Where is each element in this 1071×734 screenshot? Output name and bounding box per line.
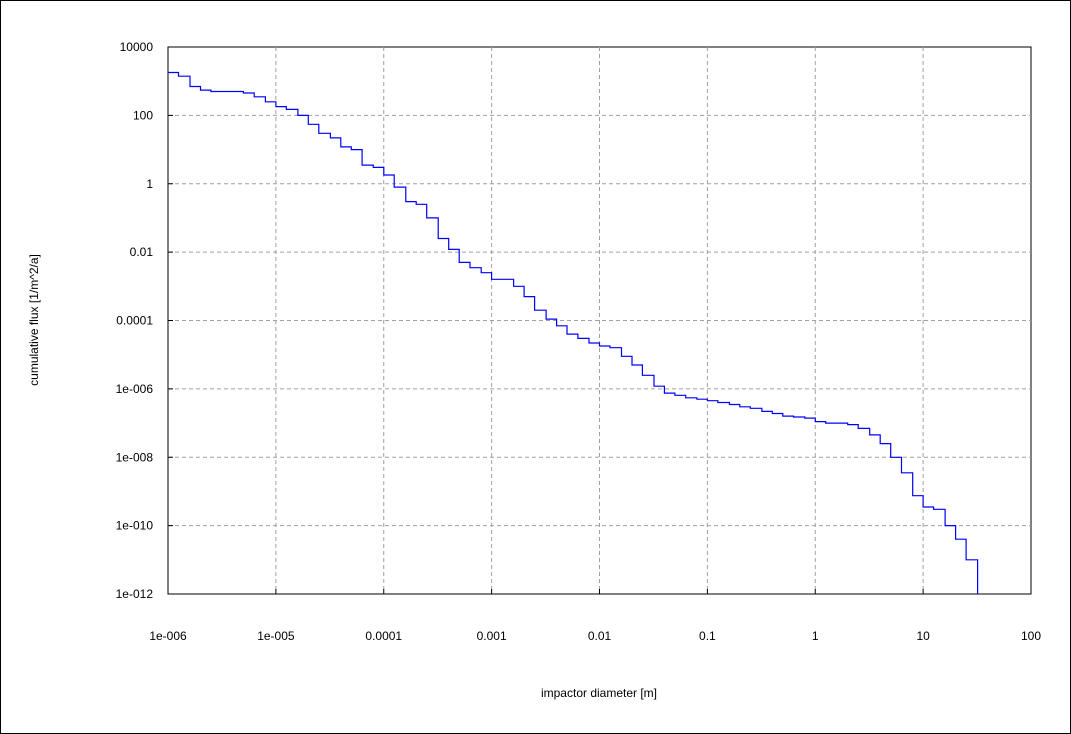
x-axis-ticks: 1e-006 1e-005 0.0001 0.001 0.01 0.1 1 10 100 — [149, 589, 1041, 643]
x-tick-label: 0.001 — [477, 629, 507, 643]
x-axis-title: impactor diameter [m] — [541, 686, 657, 700]
y-tick-label: 1e-012 — [116, 587, 154, 601]
x-tick-label: 0.0001 — [365, 629, 402, 643]
grid — [168, 47, 1031, 594]
y-tick-label: 10000 — [120, 40, 154, 54]
y-tick-label: 0.0001 — [116, 314, 153, 328]
y-tick-label: 1e-006 — [116, 382, 154, 396]
x-tick-label: 1e-006 — [149, 629, 187, 643]
y-axis-title: cumulative flux [1/m^2/a] — [27, 254, 41, 386]
x-tick-label: 10 — [916, 629, 930, 643]
x-tick-label: 0.01 — [588, 629, 612, 643]
y-tick-label: 1e-008 — [116, 450, 154, 464]
y-axis-ticks: 1e-012 1e-010 1e-008 1e-006 0.0001 0.01 1 100 10… — [116, 40, 173, 601]
x-tick-label: 0.1 — [699, 629, 716, 643]
y-tick-label: 1 — [146, 177, 153, 191]
y-tick-label: 1e-010 — [116, 519, 154, 533]
x-tick-label: 1 — [812, 629, 819, 643]
y-tick-label: 100 — [133, 108, 153, 122]
x-tick-label: 1e-005 — [257, 629, 295, 643]
x-tick-label: 100 — [1021, 629, 1041, 643]
series-line — [168, 71, 979, 594]
y-tick-label: 0.01 — [130, 245, 154, 259]
